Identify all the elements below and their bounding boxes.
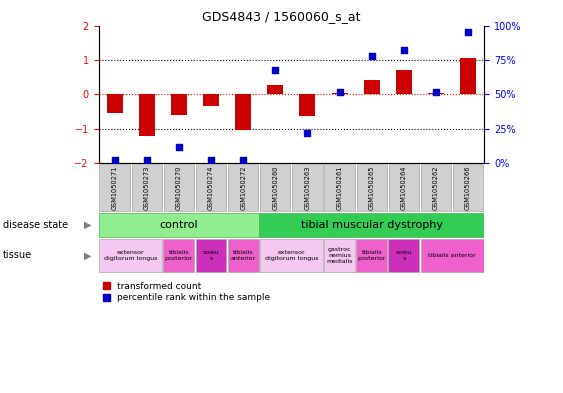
Text: tibialis
posterior: tibialis posterior [358, 250, 386, 261]
Text: soleu
s: soleu s [395, 250, 412, 261]
Text: tibialis
anterior: tibialis anterior [231, 250, 256, 261]
Point [239, 157, 248, 163]
Text: tibialis anterior: tibialis anterior [428, 253, 476, 258]
Text: tibialis
posterior: tibialis posterior [165, 250, 193, 261]
Bar [428, 93, 444, 94]
Text: tissue: tissue [3, 250, 32, 261]
Bar [356, 164, 387, 211]
Bar [292, 164, 323, 211]
Point [271, 66, 280, 73]
Point [303, 130, 312, 136]
Text: soleu
s: soleu s [203, 250, 220, 261]
Text: GSM1050270: GSM1050270 [176, 165, 182, 210]
Text: extensor
digitorum longus: extensor digitorum longus [104, 250, 158, 261]
Text: control: control [159, 220, 198, 230]
Point [367, 53, 376, 59]
Point [207, 157, 216, 163]
Bar [324, 239, 355, 272]
Text: GSM1050262: GSM1050262 [433, 165, 439, 210]
Text: GSM1050273: GSM1050273 [144, 165, 150, 210]
Point [463, 29, 472, 35]
Text: ▶: ▶ [84, 250, 92, 261]
Text: tibial muscular dystrophy: tibial muscular dystrophy [301, 220, 443, 230]
Bar [171, 94, 187, 115]
Bar [324, 164, 355, 211]
Text: GSM1050261: GSM1050261 [337, 165, 342, 210]
Bar [388, 239, 419, 272]
Bar [203, 94, 219, 107]
Bar [227, 239, 258, 272]
Text: GSM1050260: GSM1050260 [272, 165, 278, 210]
Bar [460, 58, 476, 94]
Bar [356, 239, 387, 272]
Bar [106, 94, 123, 113]
Text: GSM1050265: GSM1050265 [369, 165, 375, 210]
Bar [99, 239, 162, 272]
Bar [388, 164, 419, 211]
Point [175, 143, 184, 150]
Text: ▶: ▶ [84, 220, 92, 230]
Point [399, 47, 408, 53]
Bar [267, 84, 283, 94]
Bar [421, 164, 451, 211]
Bar [138, 94, 155, 136]
Text: extensor
digitorum longus: extensor digitorum longus [265, 250, 318, 261]
Bar [300, 94, 315, 116]
Text: gastroc
nemius
medialis: gastroc nemius medialis [327, 247, 353, 264]
Point [431, 88, 440, 95]
Bar [396, 70, 412, 94]
Point [335, 88, 344, 95]
Legend: transformed count, percentile rank within the sample: transformed count, percentile rank withi… [103, 281, 271, 302]
Text: GSM1050271: GSM1050271 [111, 165, 118, 210]
Bar [259, 213, 484, 237]
Bar [453, 164, 483, 211]
Bar [163, 239, 194, 272]
Bar [99, 213, 259, 237]
Bar [228, 164, 258, 211]
Text: GSM1050272: GSM1050272 [240, 165, 246, 210]
Bar [235, 94, 251, 130]
Point [142, 157, 151, 163]
Bar [364, 80, 379, 94]
Text: GDS4843 / 1560060_s_at: GDS4843 / 1560060_s_at [202, 10, 361, 23]
Bar [164, 164, 194, 211]
Text: disease state: disease state [3, 220, 68, 230]
Text: GSM1050274: GSM1050274 [208, 165, 214, 210]
Bar [421, 239, 484, 272]
Text: GSM1050264: GSM1050264 [401, 165, 407, 210]
Bar [260, 164, 291, 211]
Bar [195, 239, 226, 272]
Bar [332, 93, 347, 94]
Point [110, 157, 119, 163]
Bar [196, 164, 226, 211]
Text: GSM1050263: GSM1050263 [305, 165, 310, 210]
Bar [132, 164, 162, 211]
Bar [100, 164, 129, 211]
Text: GSM1050266: GSM1050266 [465, 165, 471, 210]
Bar [260, 239, 323, 272]
